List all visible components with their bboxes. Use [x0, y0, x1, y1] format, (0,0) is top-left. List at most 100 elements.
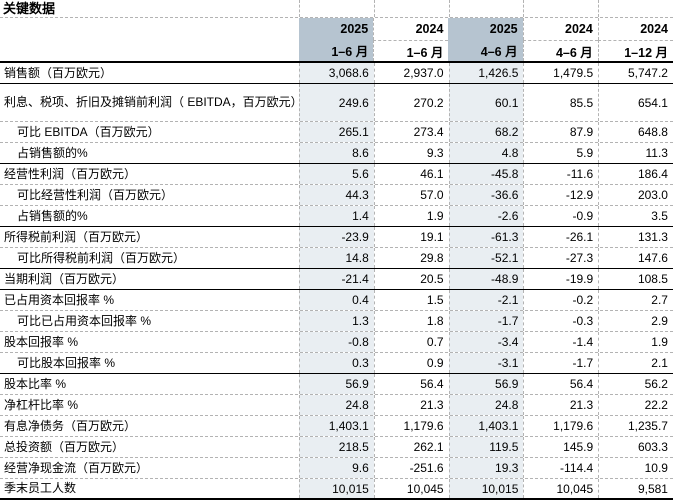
cell-value: 2.7 — [598, 290, 673, 310]
cell-value: 2.1 — [598, 353, 673, 373]
cell-value: 10.9 — [598, 458, 673, 478]
cell-value: -26.1 — [523, 227, 598, 247]
cell-value: 10,045 — [373, 479, 449, 498]
table-row: 净杠杆比率 % 24.8 21.3 24.8 21.3 22.2 — [0, 395, 673, 416]
cell-value: 1,403.1 — [299, 416, 374, 436]
cell-value: 9,581 — [598, 479, 673, 498]
cell-value: 1.8 — [373, 311, 449, 331]
cell-value: -12.9 — [523, 185, 598, 205]
cell-value: 56.2 — [598, 374, 673, 394]
cell-value: 9.3 — [373, 143, 449, 163]
table-header: 2025 2024 2025 2024 2024 1–6 月 1–6 月 4–6… — [0, 18, 673, 63]
table-row: 可比所得税前利润（百万欧元） 14.8 29.8 -52.1 -27.3 147… — [0, 248, 673, 269]
cell-value: -251.6 — [373, 458, 449, 478]
cell-value: 9.6 — [299, 458, 374, 478]
table-row: 所得税前利润（百万欧元） -23.9 19.1 -61.3 -26.1 131.… — [0, 227, 673, 248]
row-label: 利息、税项、折旧及摊销前利润（ EBITDA，百万欧元） — [4, 95, 303, 109]
cell-value: 265.1 — [299, 122, 374, 142]
cell-value: 262.1 — [373, 437, 449, 457]
cell-value: 20.5 — [373, 269, 449, 289]
title-row-spacer — [523, 0, 598, 17]
cell-value: 648.8 — [598, 122, 673, 142]
cell-value: 56.4 — [523, 374, 598, 394]
cell-value: 14.8 — [299, 248, 374, 268]
cell-value: 57.0 — [373, 185, 449, 205]
cell-value: -11.6 — [523, 164, 598, 184]
table-row: 可比经营性利润（百万欧元） 44.3 57.0 -36.6 -12.9 203.… — [0, 185, 673, 206]
cell-value: -0.2 — [523, 290, 598, 310]
cell-value: -52.1 — [448, 248, 524, 268]
cell-value: 186.4 — [598, 164, 673, 184]
row-label: 总投资额（百万欧元） — [4, 439, 125, 454]
cell-value: 56.4 — [373, 374, 449, 394]
cell-value: -0.3 — [523, 311, 598, 331]
cell-value: 29.8 — [373, 248, 449, 268]
row-label: 占销售额的% — [17, 208, 88, 223]
cell-value: 1,179.6 — [523, 416, 598, 436]
title-row-spacer — [448, 0, 524, 17]
cell-value: 11.3 — [598, 143, 673, 163]
cell-value: -3.1 — [448, 353, 524, 373]
cell-value: -27.3 — [523, 248, 598, 268]
cell-value: 218.5 — [299, 437, 374, 457]
row-label: 可比已占用资本回报率 % — [17, 313, 152, 328]
table-row: 销售额（百万欧元） 3,068.6 2,937.0 1,426.5 1,479.… — [0, 63, 673, 84]
cell-value: -2.1 — [448, 290, 524, 310]
page-title: 关键数据 — [3, 1, 56, 16]
cell-value: 1,426.5 — [448, 63, 524, 83]
row-label: 可比 EBITDA（百万欧元） — [17, 124, 160, 139]
cell-value: 46.1 — [373, 164, 449, 184]
cell-value: 3,068.6 — [299, 63, 374, 83]
cell-value: 0.3 — [299, 353, 374, 373]
cell-value: 0.7 — [373, 332, 449, 352]
cell-value: 60.1 — [448, 84, 524, 121]
col-header-year-3: 2025 — [448, 18, 523, 40]
cell-value: 19.1 — [373, 227, 449, 247]
cell-value: -0.9 — [523, 206, 598, 226]
row-label: 有息净债务（百万欧元） — [4, 418, 137, 433]
cell-value: 10,015 — [448, 479, 524, 498]
cell-value: 1,403.1 — [448, 416, 524, 436]
cell-value: 44.3 — [299, 185, 374, 205]
cell-value: 1,235.7 — [598, 416, 673, 436]
cell-value: 1.4 — [299, 206, 374, 226]
cell-value: 56.9 — [299, 374, 374, 394]
title-row-spacer — [299, 0, 374, 17]
row-label: 股本回报率 % — [4, 334, 79, 349]
cell-value: -61.3 — [448, 227, 524, 247]
table-body: 销售额（百万欧元） 3,068.6 2,937.0 1,426.5 1,479.… — [0, 63, 673, 500]
col-header-year-1: 2025 — [299, 18, 374, 40]
cell-value: 108.5 — [598, 269, 673, 289]
col-header-year-4: 2024 — [522, 18, 598, 40]
cell-value: 1.3 — [299, 311, 374, 331]
cell-value: -45.8 — [448, 164, 524, 184]
cell-value: -0.8 — [299, 332, 374, 352]
col-header-period-3: 4–6 月 — [448, 40, 523, 61]
cell-value: 56.9 — [448, 374, 524, 394]
cell-value: 249.6 — [299, 84, 374, 121]
cell-value: -21.4 — [299, 269, 374, 289]
cell-value: 24.8 — [299, 395, 374, 415]
cell-value: 3.5 — [598, 206, 673, 226]
header-year-row: 2025 2024 2025 2024 2024 — [0, 18, 673, 40]
col-header-year-2: 2024 — [373, 18, 448, 40]
table-row: 占销售额的% 1.4 1.9 -2.6 -0.9 3.5 — [0, 206, 673, 227]
col-header-year-5: 2024 — [597, 18, 673, 40]
cell-value: 203.0 — [598, 185, 673, 205]
header-label-spacer — [0, 40, 299, 61]
table-row: 利息、税项、折旧及摊销前利润（ EBITDA，百万欧元） 249.6 270.2… — [0, 84, 673, 122]
cell-value: 1.9 — [373, 206, 449, 226]
table-row: 占销售额的% 8.6 9.3 4.8 5.9 11.3 — [0, 143, 673, 164]
row-label: 当期利润（百万欧元） — [4, 271, 125, 286]
cell-value: 19.3 — [448, 458, 524, 478]
row-label: 经营净现金流（百万欧元） — [4, 460, 149, 475]
row-label: 经营性利润（百万欧元） — [4, 166, 137, 181]
cell-value: 10,045 — [523, 479, 598, 498]
cell-value: 87.9 — [523, 122, 598, 142]
table-row: 有息净债务（百万欧元） 1,403.1 1,179.6 1,403.1 1,17… — [0, 416, 673, 437]
cell-value: 1.9 — [598, 332, 673, 352]
header-label-spacer — [0, 18, 299, 40]
cell-value: -23.9 — [299, 227, 374, 247]
row-label: 净杠杆比率 % — [4, 397, 79, 412]
